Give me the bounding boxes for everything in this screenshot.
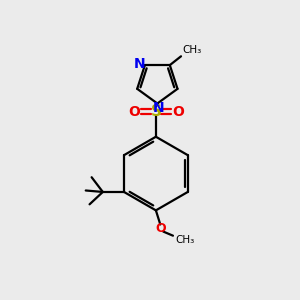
Text: N: N bbox=[134, 57, 146, 71]
Text: O: O bbox=[128, 105, 140, 119]
Text: O: O bbox=[172, 105, 184, 119]
Text: S: S bbox=[150, 104, 161, 119]
Text: CH₃: CH₃ bbox=[175, 235, 195, 244]
Text: CH₃: CH₃ bbox=[182, 45, 202, 55]
Text: O: O bbox=[155, 222, 166, 235]
Text: N: N bbox=[153, 101, 165, 116]
